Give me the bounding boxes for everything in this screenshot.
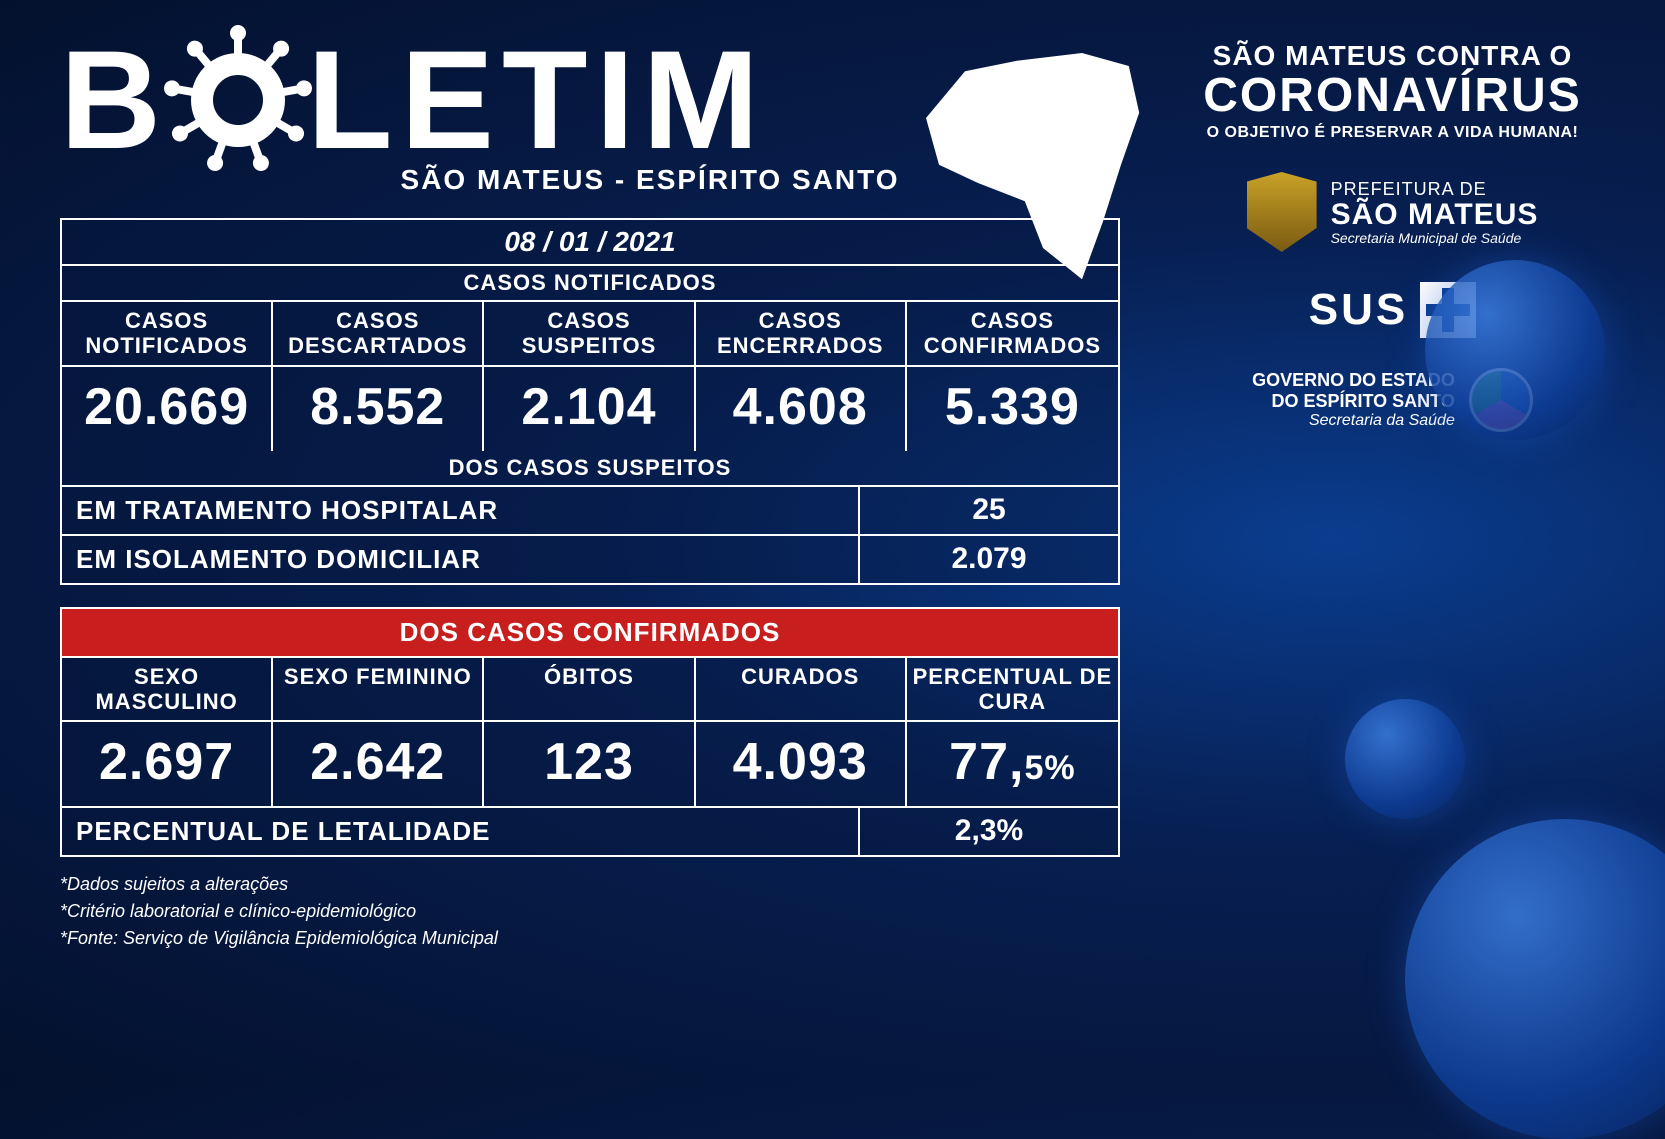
row-value: 2.079 — [858, 536, 1118, 583]
sus-text: SUS — [1309, 285, 1408, 335]
col-label: PERCENTUAL DE CURA — [907, 658, 1118, 721]
col-label: CASOS CONFIRMADOS — [907, 302, 1118, 365]
col-value: 4.608 — [696, 367, 907, 451]
confirmed-labels-row: SEXO MASCULINO SEXO FEMININO ÓBITOS CURA… — [62, 658, 1118, 721]
title-block: B LETIM SÃO MATEUS - ESPÍRITO SANTO — [60, 30, 1120, 196]
col-label: CASOS DESCARTADOS — [273, 302, 484, 365]
row-label: PERCENTUAL DE LETALIDADE — [62, 808, 858, 855]
gov-line1: GOVERNO DO ESTADO — [1252, 370, 1455, 391]
virus-o-icon — [173, 35, 303, 165]
col-value: 2.642 — [273, 722, 484, 806]
footnotes: *Dados sujeitos a alterações *Critério l… — [60, 871, 1120, 952]
title-letters-rest: LETIM — [307, 30, 767, 170]
col-label: SEXO MASCULINO — [62, 658, 273, 721]
col-value: 4.093 — [696, 722, 907, 806]
col-label: CASOS SUSPEITOS — [484, 302, 695, 365]
col-value: 5.339 — [907, 367, 1118, 451]
map-icon — [900, 40, 1160, 300]
campaign-block: SÃO MATEUS CONTRA O CORONAVÍRUS O OBJETI… — [1203, 40, 1581, 142]
campaign-line3: O OBJETIVO É PRESERVAR A VIDA HUMANA! — [1203, 124, 1581, 142]
suspects-row-hospital: EM TRATAMENTO HOSPITALAR 25 — [62, 487, 1118, 534]
suspects-row-isolation: EM ISOLAMENTO DOMICILIAR 2.079 — [62, 534, 1118, 583]
cure-percentage: 77,5% — [911, 728, 1114, 800]
col-label: SEXO FEMININO — [273, 658, 484, 721]
col-value: 2.697 — [62, 722, 273, 806]
gov-line2: DO ESPÍRITO SANTO — [1252, 391, 1455, 412]
col-value: 2.104 — [484, 367, 695, 451]
footnote-line: *Critério laboratorial e clínico-epidemi… — [60, 898, 1120, 925]
col-label: CURADOS — [696, 658, 907, 721]
col-label: CASOS NOTIFICADOS — [62, 302, 273, 365]
campaign-line1: SÃO MATEUS CONTRA O — [1203, 40, 1581, 72]
title-letter-b: B — [60, 30, 169, 170]
pref-line1: PREFEITURA DE — [1331, 179, 1539, 200]
confirmed-table: DOS CASOS CONFIRMADOS SEXO MASCULINO SEX… — [60, 607, 1120, 858]
notified-values-row: 20.669 8.552 2.104 4.608 5.339 — [62, 365, 1118, 451]
prefeitura-logo: PREFEITURA DE SÃO MATEUS Secretaria Muni… — [1247, 172, 1539, 252]
row-value: 2,3% — [858, 808, 1118, 855]
pref-line2: SÃO MATEUS — [1331, 200, 1539, 230]
virus-decoration-icon — [1345, 699, 1465, 819]
lethality-row: PERCENTUAL DE LETALIDADE 2,3% — [62, 806, 1118, 855]
crest-icon — [1247, 172, 1317, 252]
col-value: 20.669 — [62, 367, 273, 451]
footnote-line: *Dados sujeitos a alterações — [60, 871, 1120, 898]
confirmed-section-title: DOS CASOS CONFIRMADOS — [62, 609, 1118, 658]
footnote-line: *Fonte: Serviço de Vigilância Epidemioló… — [60, 925, 1120, 952]
row-value: 25 — [858, 487, 1118, 534]
suspects-section-title: DOS CASOS SUSPEITOS — [62, 451, 1118, 487]
virus-decoration-icon — [1405, 819, 1665, 1139]
notified-labels-row: CASOS NOTIFICADOS CASOS DESCARTADOS CASO… — [62, 302, 1118, 365]
col-label: ÓBITOS — [484, 658, 695, 721]
confirmed-values-row: 2.697 2.642 123 4.093 77,5% — [62, 720, 1118, 806]
col-value: 77,5% — [907, 722, 1118, 806]
virus-decoration-icon — [1425, 260, 1605, 440]
pref-line3: Secretaria Municipal de Saúde — [1331, 230, 1539, 246]
row-label: EM TRATAMENTO HOSPITALAR — [62, 487, 858, 534]
col-label: CASOS ENCERRADOS — [696, 302, 907, 365]
col-value: 123 — [484, 722, 695, 806]
col-value: 8.552 — [273, 367, 484, 451]
campaign-line2: CORONAVÍRUS — [1203, 72, 1581, 120]
row-label: EM ISOLAMENTO DOMICILIAR — [62, 536, 858, 583]
gov-line3: Secretaria da Saúde — [1252, 412, 1455, 430]
